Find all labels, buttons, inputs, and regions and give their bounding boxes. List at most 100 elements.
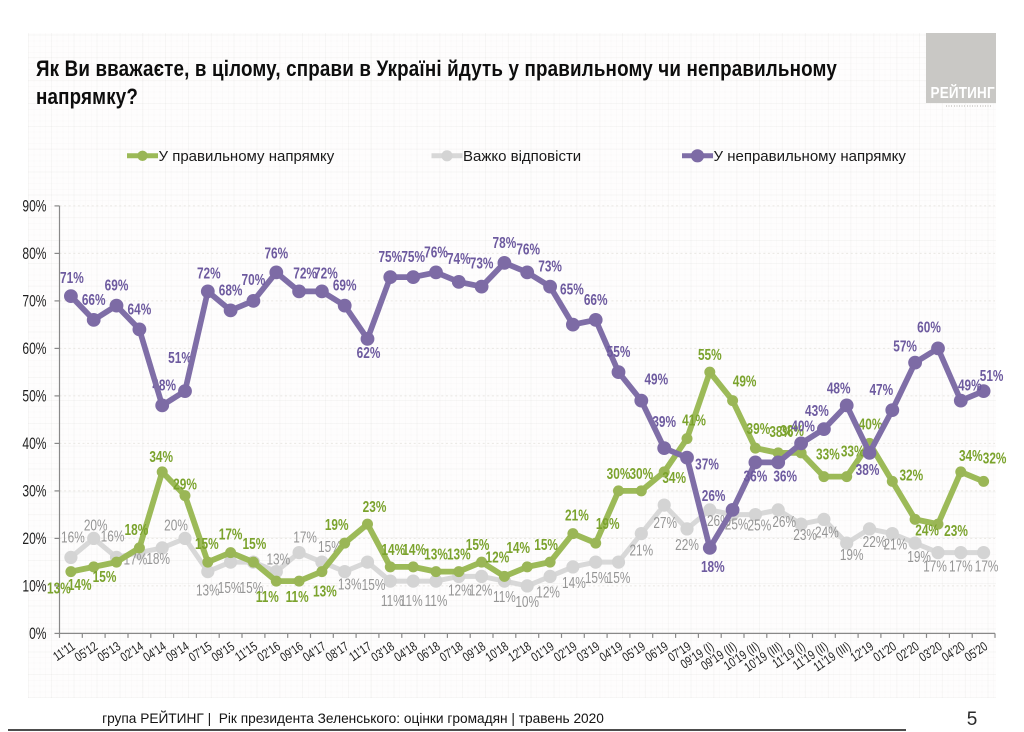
svg-text:13%: 13% xyxy=(196,581,220,599)
svg-text:11%: 11% xyxy=(400,591,423,609)
svg-text:75%: 75% xyxy=(401,247,425,265)
svg-text:70%: 70% xyxy=(242,270,266,288)
svg-text:20%: 20% xyxy=(164,516,188,534)
svg-text:20%: 20% xyxy=(22,531,46,549)
svg-text:34%: 34% xyxy=(149,447,173,465)
svg-text:15%: 15% xyxy=(362,575,386,593)
svg-text:40%: 40% xyxy=(22,436,46,454)
svg-text:18%: 18% xyxy=(146,549,170,567)
svg-text:57%: 57% xyxy=(893,337,917,355)
svg-text:Важко відповісти: Важко відповісти xyxy=(463,148,581,165)
svg-text:60%: 60% xyxy=(22,341,46,359)
svg-text:36%: 36% xyxy=(744,467,768,485)
svg-text:19%: 19% xyxy=(907,547,931,565)
svg-text:33%: 33% xyxy=(816,445,840,463)
svg-text:30%: 30% xyxy=(607,464,631,482)
svg-text:13%: 13% xyxy=(424,545,448,563)
svg-text:11%: 11% xyxy=(256,587,279,605)
svg-text:25%: 25% xyxy=(748,516,772,534)
svg-text:36%: 36% xyxy=(773,467,797,485)
svg-text:12%: 12% xyxy=(448,581,472,599)
svg-text:55%: 55% xyxy=(607,342,631,360)
svg-text:25%: 25% xyxy=(725,515,749,533)
svg-text:75%: 75% xyxy=(378,247,402,265)
svg-text:13%: 13% xyxy=(266,550,290,568)
svg-text:73%: 73% xyxy=(538,257,562,275)
svg-text:11%: 11% xyxy=(381,591,404,609)
svg-text:24%: 24% xyxy=(815,523,839,541)
svg-text:15%: 15% xyxy=(240,578,264,596)
svg-text:69%: 69% xyxy=(333,276,357,294)
svg-text:64%: 64% xyxy=(128,300,152,318)
svg-text:15%: 15% xyxy=(585,568,609,586)
svg-text:24%: 24% xyxy=(915,521,939,539)
svg-text:71%: 71% xyxy=(60,268,84,286)
svg-text:15%: 15% xyxy=(93,567,117,585)
svg-text:55%: 55% xyxy=(698,345,722,363)
svg-text:13%: 13% xyxy=(47,579,71,597)
svg-text:19%: 19% xyxy=(596,514,620,532)
svg-text:17%: 17% xyxy=(949,557,973,575)
svg-text:16%: 16% xyxy=(101,527,125,545)
svg-text:22%: 22% xyxy=(863,532,887,550)
svg-text:72%: 72% xyxy=(293,264,317,282)
svg-text:40%: 40% xyxy=(859,415,883,433)
svg-text:34%: 34% xyxy=(959,446,983,464)
svg-text:51%: 51% xyxy=(980,366,1004,384)
svg-text:49%: 49% xyxy=(644,370,668,388)
svg-text:33%: 33% xyxy=(841,442,865,460)
svg-text:05'20: 05'20 xyxy=(962,639,991,665)
svg-text:37%: 37% xyxy=(695,455,719,473)
svg-text:18%: 18% xyxy=(701,557,725,575)
svg-text:0%: 0% xyxy=(29,626,47,644)
svg-text:41%: 41% xyxy=(682,411,706,429)
svg-text:60%: 60% xyxy=(917,318,941,336)
svg-text:39%: 39% xyxy=(652,412,676,430)
svg-text:26%: 26% xyxy=(702,486,726,504)
svg-text:38%: 38% xyxy=(780,421,804,439)
svg-text:72%: 72% xyxy=(314,264,338,282)
svg-text:11%: 11% xyxy=(493,587,516,605)
svg-text:21%: 21% xyxy=(629,541,653,559)
svg-text:20%: 20% xyxy=(84,516,108,534)
svg-text:14%: 14% xyxy=(562,573,586,591)
svg-text:69%: 69% xyxy=(105,276,129,294)
svg-text:23%: 23% xyxy=(944,521,968,539)
svg-text:62%: 62% xyxy=(357,343,381,361)
svg-text:51%: 51% xyxy=(168,348,192,366)
svg-text:30%: 30% xyxy=(629,464,653,482)
svg-text:90%: 90% xyxy=(22,198,46,216)
svg-text:68%: 68% xyxy=(219,281,243,299)
svg-text:15%: 15% xyxy=(607,568,631,586)
svg-text:66%: 66% xyxy=(82,290,106,308)
svg-text:30%: 30% xyxy=(22,483,46,501)
svg-text:19%: 19% xyxy=(325,515,349,533)
svg-text:76%: 76% xyxy=(516,240,540,258)
svg-text:47%: 47% xyxy=(869,380,893,398)
svg-text:23%: 23% xyxy=(363,497,387,515)
svg-text:13%: 13% xyxy=(447,545,471,563)
svg-text:21%: 21% xyxy=(883,535,907,553)
svg-text:76%: 76% xyxy=(424,243,448,261)
svg-text:17%: 17% xyxy=(293,528,317,546)
svg-text:12%: 12% xyxy=(536,583,560,601)
svg-text:14%: 14% xyxy=(402,540,426,558)
svg-text:50%: 50% xyxy=(22,388,46,406)
svg-text:73%: 73% xyxy=(470,254,494,272)
svg-text:У неправильному напрямку: У неправильному напрямку xyxy=(714,148,907,165)
svg-text:26%: 26% xyxy=(772,512,796,530)
svg-text:17%: 17% xyxy=(219,525,243,543)
svg-text:32%: 32% xyxy=(983,449,1007,467)
svg-text:34%: 34% xyxy=(662,468,686,486)
svg-text:23%: 23% xyxy=(793,525,817,543)
svg-text:49%: 49% xyxy=(733,372,757,390)
svg-text:17%: 17% xyxy=(923,557,947,575)
svg-text:38%: 38% xyxy=(856,460,880,478)
svg-text:19%: 19% xyxy=(840,545,864,563)
svg-text:15%: 15% xyxy=(243,534,267,552)
svg-text:49%: 49% xyxy=(958,376,982,394)
svg-text:15%: 15% xyxy=(218,578,242,596)
svg-text:39%: 39% xyxy=(747,419,771,437)
svg-text:10%: 10% xyxy=(22,578,46,596)
svg-text:48%: 48% xyxy=(827,379,851,397)
